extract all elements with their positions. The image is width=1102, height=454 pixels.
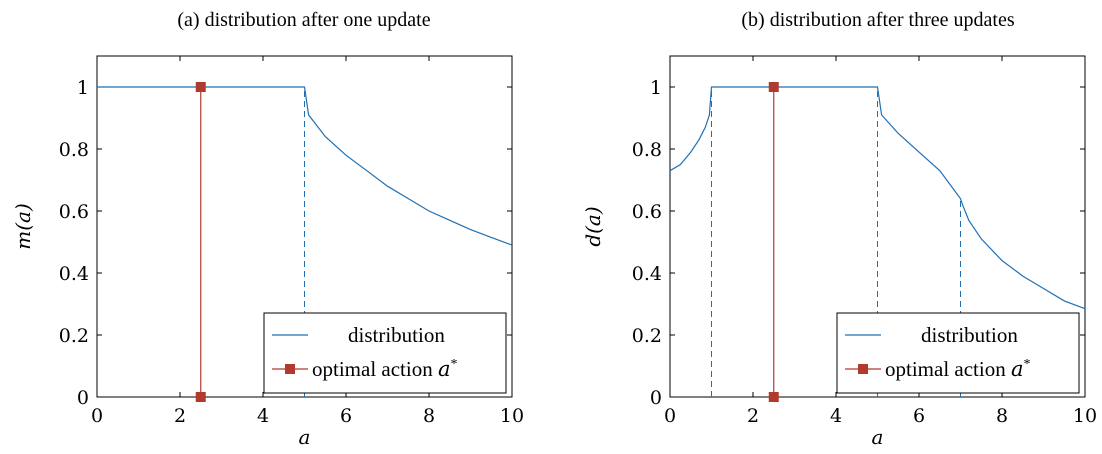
x-tick-label: 0: [664, 405, 676, 427]
legend-box: [836, 312, 1080, 394]
legend-marker-optimal-action: [858, 364, 868, 374]
series-distribution-line: [669, 86, 1086, 310]
x-tick-label: 6: [913, 405, 925, 427]
legend-label-distribution: distribution: [348, 323, 445, 347]
legend-box: [263, 312, 507, 394]
y-tick-label: 0.2: [632, 325, 662, 347]
x-tick-label: 6: [340, 405, 352, 427]
optimal-action-marker: [768, 392, 779, 402]
y-tick-label: 0.8: [59, 139, 89, 161]
legend-label-optimal-action: optimal action a*: [312, 357, 458, 381]
y-tick-label: 0.8: [632, 139, 662, 161]
legend: distribution optimal action a*: [263, 312, 507, 394]
y-tick-label: 0.4: [59, 263, 89, 285]
x-axis-label: a: [299, 425, 311, 449]
y-tick-label: 1: [650, 77, 662, 99]
optimal-action-marker: [768, 82, 779, 92]
x-tick-label: 0: [91, 405, 103, 427]
series-distribution-line: [97, 86, 513, 246]
y-tick-label: 0: [77, 387, 89, 409]
y-tick-label: 0.4: [632, 263, 662, 285]
x-tick-label: 8: [423, 405, 435, 427]
x-tick-label: 8: [996, 405, 1008, 427]
legend-label-optimal-action: optimal action a*: [885, 357, 1031, 381]
y-axis-label: m(a): [11, 203, 35, 250]
optimal-action-marker: [195, 392, 206, 402]
legend: distribution optimal action a*: [836, 312, 1080, 394]
x-axis-label: a: [872, 425, 884, 449]
y-tick-label: 0.6: [632, 201, 662, 223]
legend-marker-optimal-action: [285, 364, 295, 374]
optimal-action-marker: [195, 82, 206, 92]
x-tick-label: 4: [830, 405, 842, 427]
y-tick-label: 0.2: [59, 325, 89, 347]
chart-panel-b: (b) distribution after three updates 0 2 4 6…: [581, 9, 1097, 449]
y-axis-label: d(a): [581, 206, 605, 246]
x-tick-label: 2: [747, 405, 759, 427]
y-tick-label: 1: [77, 77, 89, 99]
chart-title: (a) distribution after one update: [177, 9, 430, 31]
chart-title: (b) distribution after three updates: [741, 9, 1014, 31]
y-tick-label: 0.6: [59, 201, 89, 223]
y-tick-label: 0: [650, 387, 662, 409]
x-tick-label: 10: [1073, 405, 1097, 427]
x-tick-label: 2: [174, 405, 186, 427]
x-tick-label: 4: [257, 405, 269, 427]
x-tick-label: 10: [500, 405, 524, 427]
legend-label-distribution: distribution: [921, 323, 1018, 347]
